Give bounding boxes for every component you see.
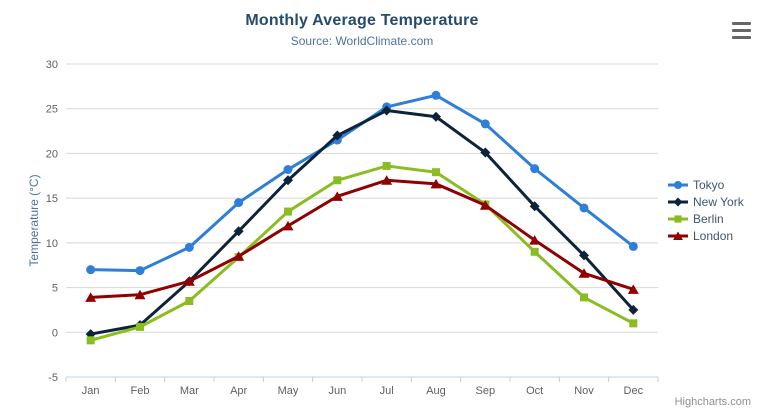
circle-marker-icon [579,203,589,213]
y-axis-label: 10 [46,238,58,250]
y-axis-label: 15 [46,193,58,205]
triangle-marker-icon [479,200,491,210]
x-axis-label: Oct [526,385,543,397]
hamburger-menu-icon [732,36,751,39]
credits-link[interactable]: Highcharts.com [674,396,751,408]
circle-marker-icon [628,241,638,251]
legend-symbol-berlin [668,214,688,223]
y-axis-title: Temperature (°C) [27,174,41,266]
triangle-marker-icon [282,220,294,231]
square-marker-icon [674,214,682,223]
y-axis-label: 25 [46,104,58,116]
circle-marker-icon [530,164,540,174]
diamond-marker-icon [673,197,683,206]
x-axis-label: Jun [328,385,346,397]
legend-label: New York [693,194,744,209]
x-axis-label: Jan [82,385,100,397]
square-marker-icon [530,247,539,256]
diamond-marker-icon [332,130,343,141]
circle-marker-icon [480,119,490,129]
x-axis-label: Feb [131,385,150,397]
triangle-marker-icon [381,175,393,185]
square-marker-icon [382,161,391,170]
circle-marker-icon [673,180,683,189]
legend-symbol-tokyo [668,180,688,189]
diamond-marker-icon [381,105,392,116]
circle-marker-icon [135,266,145,276]
triangle-marker-icon [85,292,97,302]
diamond-marker-icon [283,175,293,186]
y-axis-label: 5 [52,283,58,295]
diamond-marker-icon [431,111,441,122]
diamond-marker-icon [233,226,244,237]
square-marker-icon [185,296,194,305]
y-axis-label: 0 [52,327,58,339]
diamond-marker-icon [480,147,491,158]
circle-marker-icon [234,198,244,208]
circle-marker-icon [86,265,96,275]
x-axis-label: Dec [624,385,644,397]
triangle-marker-icon [183,276,195,286]
export-menu-button[interactable] [728,20,756,46]
triangle-marker-icon [673,231,683,240]
hamburger-menu-icon [732,29,751,32]
square-marker-icon [136,322,144,331]
triangle-marker-icon [529,235,541,245]
hamburger-menu-icon [732,22,751,25]
legend-symbol-new-york [668,197,688,206]
chart-subtitle: Source: WorldClimate.com [290,34,434,48]
diamond-marker-icon [628,304,639,315]
x-axis-label: Sep [476,385,496,397]
y-axis-label: 30 [46,59,58,71]
legend-label: Berlin [693,211,724,226]
triangle-marker-icon [578,268,590,278]
legend: Tokyo New York Berlin London [668,176,744,244]
triangle-marker-icon [331,191,343,201]
triangle-marker-icon [627,284,639,294]
series-tokyo[interactable] [86,90,638,276]
series-line-london [89,178,635,299]
x-axis-label: Apr [230,385,247,397]
legend-symbol-london [668,231,688,240]
legend-item-tokyo[interactable]: Tokyo [668,176,744,193]
square-marker-icon [333,176,342,185]
circle-marker-icon [431,90,441,100]
triangle-marker-icon [233,251,245,261]
legend-label: Tokyo [693,177,725,192]
x-axis-label: Nov [574,385,594,397]
legend-item-new-york[interactable]: New York [668,193,744,210]
square-marker-icon [86,336,95,345]
diamond-marker-icon [529,201,540,212]
diamond-marker-icon [579,250,589,261]
series-new-york[interactable] [85,105,639,340]
triangle-marker-icon [134,289,146,300]
circle-marker-icon [283,165,293,175]
series-line-berlin [89,164,635,342]
square-marker-icon [580,293,588,302]
series-london[interactable] [85,175,639,302]
x-axis-label: Jul [380,385,394,397]
x-axis-label: Aug [426,385,446,397]
legend-item-london[interactable]: London [668,227,744,244]
chart-title: Monthly Average Temperature [245,12,479,29]
square-marker-icon [284,207,292,216]
square-marker-icon [432,168,440,177]
legend-label: London [693,228,734,243]
x-axis-label: Mar [180,385,199,397]
triangle-marker-icon [430,178,442,189]
series-line-new-york [89,109,635,336]
y-axis-label: 20 [46,148,58,160]
x-axis-label: May [278,385,299,397]
y-axis-label: -5 [48,372,58,384]
legend-item-berlin[interactable]: Berlin [668,210,744,227]
circle-marker-icon [184,242,194,252]
square-marker-icon [629,319,638,328]
